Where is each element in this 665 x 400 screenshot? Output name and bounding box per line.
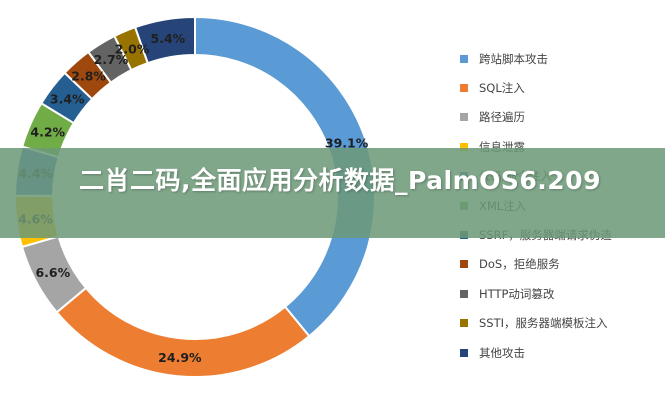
slice-value-label-10: 2.0% bbox=[115, 41, 150, 56]
donut-slice-11 bbox=[133, 15, 196, 65]
overlay-banner bbox=[0, 148, 665, 238]
legend-item-3: 路径遍历 bbox=[460, 103, 612, 132]
legend-label: HTTP动词篡改 bbox=[479, 286, 555, 301]
legend-label: 路径遍历 bbox=[479, 110, 525, 125]
slice-value-label-2: 24.9% bbox=[158, 350, 202, 365]
slice-value-label-8: 2.8% bbox=[71, 69, 106, 84]
legend-swatch bbox=[460, 319, 468, 328]
legend-item-9: HTTP动词篡改 bbox=[460, 279, 612, 308]
legend-item-1: 跨站脚本攻击 bbox=[460, 44, 612, 73]
legend-label: SSTI，服务器端模板注入 bbox=[479, 316, 608, 331]
legend-swatch bbox=[460, 142, 468, 151]
legend-swatch bbox=[460, 84, 468, 93]
slice-value-label-9: 2.7% bbox=[94, 52, 129, 67]
slice-value-label-11: 5.4% bbox=[151, 31, 186, 46]
slice-value-label-6: 4.2% bbox=[30, 124, 65, 139]
legend-label: 跨站脚本攻击 bbox=[479, 51, 548, 66]
banner-title: 二肖二码,全面应用分析数据_PalmOS6.209 bbox=[79, 166, 601, 195]
legend-item-11: 其他攻击 bbox=[460, 338, 612, 367]
legend-swatch bbox=[460, 348, 468, 357]
legend-item-2: SQL注入 bbox=[460, 73, 612, 102]
legend-swatch bbox=[460, 260, 468, 269]
legend-item-8: DoS，拒绝服务 bbox=[460, 250, 612, 279]
legend-swatch bbox=[460, 113, 468, 122]
slice-value-label-3: 6.6% bbox=[35, 265, 70, 280]
legend-item-10: SSTI，服务器端模板注入 bbox=[460, 309, 612, 338]
legend-swatch bbox=[460, 54, 468, 63]
legend-label: 其他攻击 bbox=[479, 345, 525, 360]
legend-swatch bbox=[460, 289, 468, 298]
legend-label: SQL注入 bbox=[479, 81, 525, 96]
slice-value-label-1: 39.1% bbox=[325, 135, 369, 150]
slice-value-label-7: 3.4% bbox=[50, 92, 85, 107]
legend-label: DoS，拒绝服务 bbox=[479, 257, 560, 272]
